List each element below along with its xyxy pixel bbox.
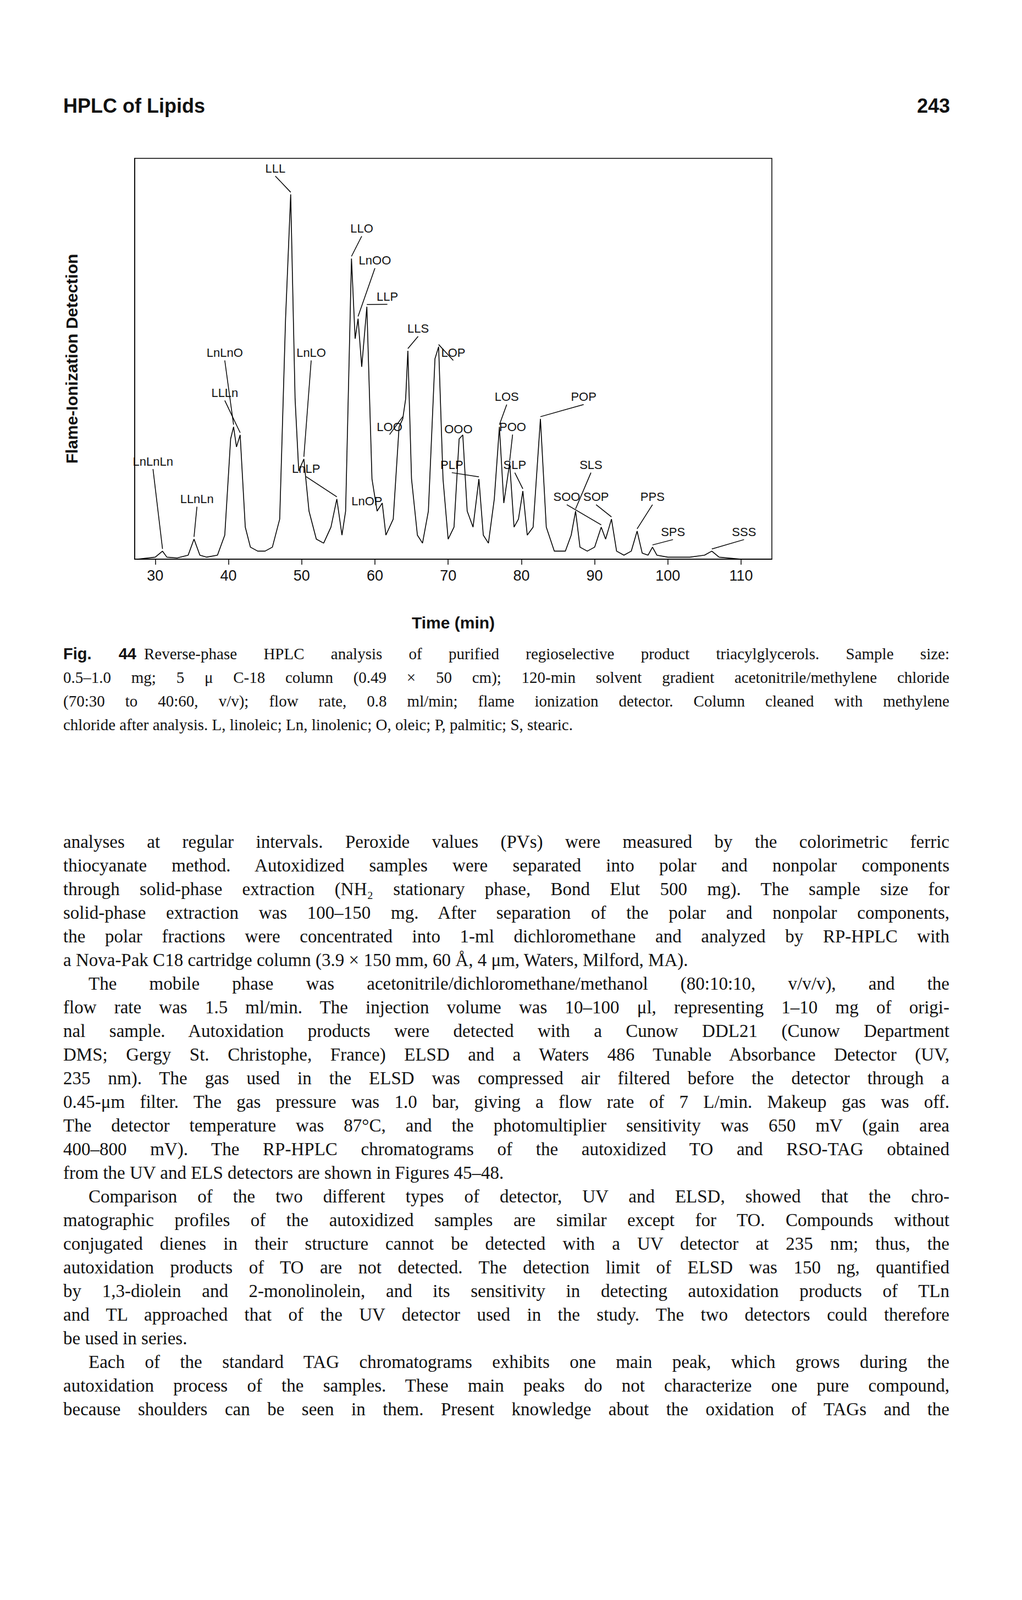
html-text:conjugated dienes in their str: conjugated dienes in their structure can… xyxy=(63,1233,950,1254)
html-text:Comparison of the two differen: Comparison of the two different types of… xyxy=(88,1186,950,1207)
svg-text:SOP: SOP xyxy=(583,489,609,504)
svg-text:LLnLn: LLnLn xyxy=(180,492,214,506)
svg-text:LOS: LOS xyxy=(494,389,519,404)
html-text:243: 243 xyxy=(916,94,950,118)
html-text:solid-phase extraction was 100: solid-phase extraction was 100–150 mg. A… xyxy=(63,902,950,923)
html-text:Fig. 44: Fig. 44 xyxy=(63,644,137,663)
svg-text:30: 30 xyxy=(146,567,164,584)
html-text:a Nova-Pak C18 cartridge colum: a Nova-Pak C18 cartridge column (3.9 × 1… xyxy=(63,949,689,970)
html-text:0.5–1.0 mg; 5 μ C-18 column (0: 0.5–1.0 mg; 5 μ C-18 column (0.49 × 50 c… xyxy=(63,668,950,687)
html-text:Reverse-phase HPLC analysis of: Reverse-phase HPLC analysis of purified … xyxy=(144,644,950,663)
svg-text:LLS: LLS xyxy=(407,321,429,336)
svg-text:SSS: SSS xyxy=(731,525,756,539)
html-text:by 1,3-diolein and 2-monolinol: by 1,3-diolein and 2-monolinolein, and i… xyxy=(63,1280,950,1301)
svg-text:60: 60 xyxy=(366,567,384,584)
html-text:400–800 mV). The RP-HPLC chrom: 400–800 mV). The RP-HPLC chromatograms o… xyxy=(63,1139,950,1159)
html-text:the polar fractions were conce: the polar fractions were concentrated in… xyxy=(63,926,950,947)
svg-text:110: 110 xyxy=(729,567,754,584)
svg-text:SOO: SOO xyxy=(553,489,581,504)
svg-text:LnOO: LnOO xyxy=(358,253,392,268)
html-text:The detector temperature was 8: The detector temperature was 87°C, and t… xyxy=(63,1115,950,1136)
svg-text:100: 100 xyxy=(655,567,681,584)
html-text:235 nm). The gas used in the E: 235 nm). The gas used in the ELSD was co… xyxy=(63,1068,950,1088)
html-text:HPLC of Lipids: HPLC of Lipids xyxy=(63,94,206,118)
svg-text:LnLnLn: LnLnLn xyxy=(133,454,174,469)
svg-text:Flame-Ionization Detection: Flame-Ionization Detection xyxy=(62,253,81,464)
html-text:analyses at regular intervals.: analyses at regular intervals. Peroxide … xyxy=(63,831,950,852)
html-text:autoxidation products of TO ar: autoxidation products of TO are not dete… xyxy=(63,1257,950,1278)
html-text:through solid-phase extraction: through solid-phase extraction (NH₂ stat… xyxy=(63,879,950,899)
svg-text:LOO: LOO xyxy=(376,419,403,434)
html-text:(70:30 to 40:60, v/v); flow ra: (70:30 to 40:60, v/v); flow rate, 0.8 ml… xyxy=(63,692,950,710)
svg-text:80: 80 xyxy=(512,567,530,584)
html-text:DMS; Gergy St. Christophe, Fra: DMS; Gergy St. Christophe, France) ELSD … xyxy=(63,1044,950,1065)
svg-text:LLO: LLO xyxy=(350,221,374,236)
html-text:nal sample. Autoxidation produ: nal sample. Autoxidation products were d… xyxy=(63,1020,950,1041)
html-text:autoxidation process of the sa: autoxidation process of the samples. The… xyxy=(63,1375,950,1396)
html-text:The mobile phase was acetonitr: The mobile phase was acetonitrile/dichlo… xyxy=(88,973,950,994)
svg-text:PPS: PPS xyxy=(640,489,665,504)
html-text:chloride after analysis. L, li: chloride after analysis. L, linoleic; Ln… xyxy=(63,715,573,734)
html-text:and TL approached that of the: and TL approached that of the UV detecto… xyxy=(63,1304,950,1325)
html-text:from the UV and ELS detectors: from the UV and ELS detectors are shown … xyxy=(63,1162,504,1183)
svg-text:LnLP: LnLP xyxy=(291,461,320,476)
svg-text:POP: POP xyxy=(570,389,596,404)
svg-text:LnOP: LnOP xyxy=(351,494,383,508)
html-text:Each of the standard TAG chrom: Each of the standard TAG chromatograms e… xyxy=(88,1351,950,1372)
svg-text:LLP: LLP xyxy=(376,289,399,304)
html-text:0.45-μm filter. The gas pressu: 0.45-μm filter. The gas pressure was 1.0… xyxy=(63,1091,950,1112)
svg-text:SLS: SLS xyxy=(579,457,603,472)
html-text:matographic profiles of the au: matographic profiles of the autoxidized … xyxy=(63,1210,950,1230)
svg-text:LnLO: LnLO xyxy=(296,345,327,360)
html-text:thiocyanate method. Autoxidize: thiocyanate method. Autoxidized samples … xyxy=(63,855,950,876)
svg-text:POO: POO xyxy=(499,420,527,434)
svg-text:50: 50 xyxy=(293,567,311,584)
svg-text:Time (min): Time (min) xyxy=(411,613,495,632)
svg-text:PLP: PLP xyxy=(440,457,464,472)
svg-text:LOP: LOP xyxy=(440,345,466,360)
html-text:because shoulders can be seen: because shoulders can be seen in them. P… xyxy=(63,1399,950,1419)
html-text:be used in series.: be used in series. xyxy=(63,1328,188,1349)
html-text:flow rate was 1.5 ml/min. The: flow rate was 1.5 ml/min. The injection … xyxy=(63,997,950,1018)
svg-text:LLLn: LLLn xyxy=(211,385,239,400)
svg-text:LLL: LLL xyxy=(264,161,286,176)
svg-text:LnLnO: LnLnO xyxy=(206,345,243,360)
svg-text:OOO: OOO xyxy=(444,422,473,436)
svg-text:SLP: SLP xyxy=(503,457,527,472)
svg-text:40: 40 xyxy=(219,567,237,584)
svg-text:SPS: SPS xyxy=(660,525,685,539)
svg-text:90: 90 xyxy=(586,567,604,584)
svg-text:70: 70 xyxy=(439,567,457,584)
